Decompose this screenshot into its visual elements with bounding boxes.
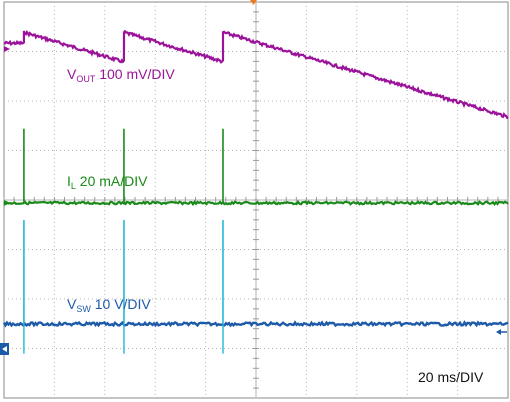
trigger-position-marker	[250, 0, 257, 5]
timebase-label: 20 ms/DIV	[418, 369, 484, 385]
il-label: IL 20 mA/DIV	[67, 173, 148, 191]
vsw-trace	[2, 320, 509, 328]
vout-ground-marker	[4, 46, 10, 52]
vout-trace	[3, 29, 509, 120]
traces	[2, 29, 509, 354]
vsw-label: VSW 10 V/DIV	[67, 296, 151, 314]
il-trace	[3, 199, 509, 207]
il-ground-marker	[4, 200, 10, 206]
graticule	[3, 1, 509, 399]
vout-label: VOUT 100 mV/DIV	[67, 66, 175, 84]
channel-markers	[0, 0, 507, 355]
trigger-level-arrowhead	[496, 329, 501, 335]
vsw-marker-arrow	[2, 346, 7, 352]
